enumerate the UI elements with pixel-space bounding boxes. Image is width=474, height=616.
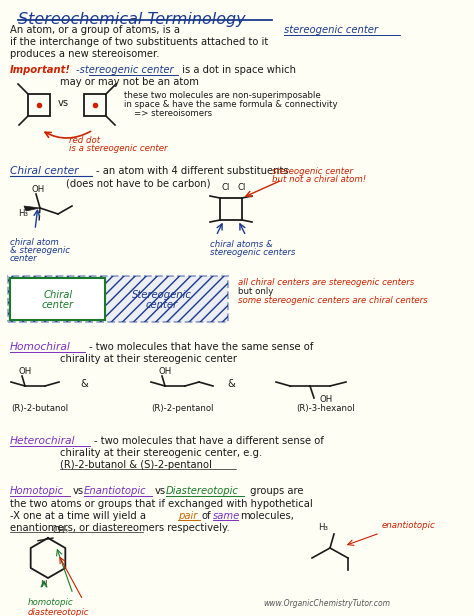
Text: homotopic: homotopic [28,598,73,607]
Text: enantiotopic: enantiotopic [382,521,436,530]
Text: Homotopic: Homotopic [10,486,64,496]
Text: chirality at their stereogenic center, e.g.: chirality at their stereogenic center, e… [60,448,262,458]
Text: center: center [146,300,178,310]
Text: pair: pair [178,511,197,521]
Text: of: of [202,511,211,521]
Text: these two molecules are non-superimposable: these two molecules are non-superimposab… [124,91,321,100]
Text: (does not have to be carbon): (does not have to be carbon) [66,178,210,188]
Text: some stereogenic centers are chiral centers: some stereogenic centers are chiral cent… [238,296,428,305]
Text: - two molecules that have the same sense of: - two molecules that have the same sense… [89,342,313,352]
Text: produces a new stereoisomer.: produces a new stereoisomer. [10,49,159,59]
Text: Stereochemical Terminology: Stereochemical Terminology [18,12,246,27]
Text: if the interchange of two substituents attached to it: if the interchange of two substituents a… [10,37,268,47]
Text: chirality at their stereogenic center: chirality at their stereogenic center [60,354,237,364]
Text: chiral atoms &: chiral atoms & [210,240,273,249]
Text: OH: OH [320,395,333,405]
Text: stereogenic center: stereogenic center [284,25,378,35]
Text: is a stereogenic center: is a stereogenic center [69,144,167,153]
Text: (R)-2-pentanol: (R)-2-pentanol [151,404,213,413]
Text: is a dot in space which: is a dot in space which [179,65,296,75]
Text: but only: but only [238,287,273,296]
Text: vs: vs [58,98,69,108]
Text: OH: OH [32,185,45,195]
Text: => stereoisomers: => stereoisomers [134,109,212,118]
Text: - two molecules that have a different sense of: - two molecules that have a different se… [94,436,324,446]
Text: OH: OH [159,368,172,376]
Text: Diastereotopic: Diastereotopic [166,486,239,496]
Text: Chiral center: Chiral center [10,166,79,176]
Text: but not a chiral atom!: but not a chiral atom! [272,175,366,184]
Text: chiral atom: chiral atom [10,238,59,247]
Text: (R)-3-hexanol: (R)-3-hexanol [296,404,355,413]
Text: center: center [10,254,37,263]
Text: may or may not be an atom: may or may not be an atom [60,77,199,87]
Text: Homochiral: Homochiral [10,342,71,352]
Text: -X one at a time will yield a: -X one at a time will yield a [10,511,146,521]
FancyBboxPatch shape [8,276,228,322]
Text: (R)-2-butanol: (R)-2-butanol [11,404,68,413]
Text: stereogenic center: stereogenic center [272,167,353,176]
Text: in space & have the same formula & connectivity: in space & have the same formula & conne… [124,100,337,109]
Text: &: & [80,379,88,389]
Text: all chiral centers are stereogenic centers: all chiral centers are stereogenic cente… [238,278,414,287]
Text: -stereogenic center: -stereogenic center [76,65,173,75]
Text: vs: vs [73,486,84,496]
FancyBboxPatch shape [10,278,105,320]
Text: (R)-2-butanol & (S)-2-pentanol: (R)-2-butanol & (S)-2-pentanol [60,460,212,470]
Text: OH: OH [19,368,32,376]
Text: Chiral: Chiral [44,290,73,300]
Text: H₃: H₃ [318,524,328,532]
Text: Cl: Cl [222,183,230,192]
Text: molecules,: molecules, [240,511,294,521]
Text: Important!: Important! [10,65,71,75]
Text: groups are: groups are [247,486,303,496]
Text: vs: vs [155,486,166,496]
Text: Cl: Cl [238,183,246,192]
Text: H₃: H₃ [18,208,28,217]
Text: the two atoms or groups that if exchanged with hypothetical: the two atoms or groups that if exchange… [10,499,313,509]
Text: center: center [42,300,74,310]
Text: H: H [40,580,46,589]
Text: & stereogenic: & stereogenic [10,246,70,255]
Polygon shape [24,206,40,211]
Text: red dot: red dot [69,136,100,145]
Text: - an atom with 4 different substituents: - an atom with 4 different substituents [96,166,289,176]
Text: Enantiotopic: Enantiotopic [84,486,146,496]
Text: enantiomers, or diastereomers respectively.: enantiomers, or diastereomers respective… [10,523,230,533]
Text: Heterochiral: Heterochiral [10,436,75,446]
Text: &: & [227,379,235,389]
Text: An atom, or a group of atoms, is a: An atom, or a group of atoms, is a [10,25,180,35]
Text: CH₃: CH₃ [53,526,69,535]
Text: Stereogenic: Stereogenic [132,290,192,300]
Text: diastereotopic: diastereotopic [28,608,90,616]
Text: same: same [213,511,240,521]
Text: stereogenic centers: stereogenic centers [210,248,295,257]
Text: www.OrganicChemistryTutor.com: www.OrganicChemistryTutor.com [263,599,390,608]
